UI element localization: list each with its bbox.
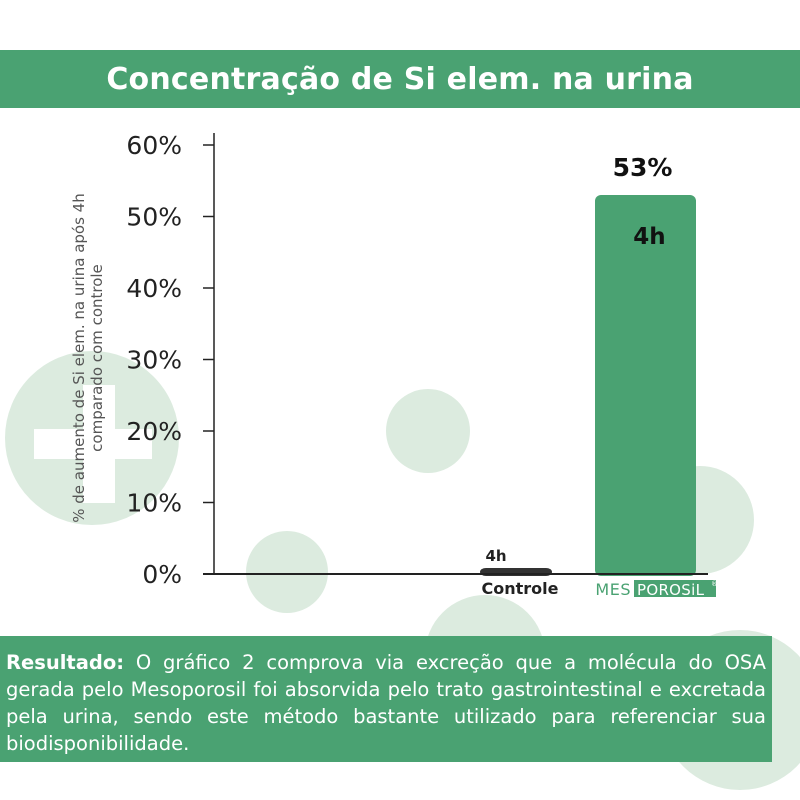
logo-boxed-text: POROSiL [637,581,705,599]
bar-labels: 4h 4h 53% [485,153,672,565]
bar-mesoporosil [595,195,696,577]
deco-circle [386,389,470,473]
chart-title: Concentração de Si elem. na urina [106,61,694,97]
logo-box [634,580,716,597]
y-tick-label: 0% [142,560,182,589]
result-box: Resultado: O gráfico 2 comprova via excr… [0,636,772,762]
bars [480,195,696,577]
y-axis-label-line-1: % de aumento de Si elem. na urina após 4… [70,193,88,523]
logo-prefix: MES [595,580,631,599]
bar-time-label: 4h [633,224,665,250]
y-tick-label: 10% [126,489,182,518]
result-text: O gráfico 2 comprova via excreção que a … [6,651,766,755]
y-axis-label: % de aumento de Si elem. na urina após 4… [70,168,106,548]
bar-value-label: 53% [613,153,673,182]
y-axis-label-line-2: comparado com controle [88,264,106,452]
logo-registered-mark: ® [711,580,718,588]
bar-time-label: 4h [485,547,506,565]
y-axis-ticks: 0% 10% 20% 30% 40% 50% 60% [126,131,214,589]
y-tick-label: 50% [126,203,182,232]
mesoporosil-logo: MES POROSiL ® [595,580,718,599]
y-tick-label: 30% [126,346,182,375]
x-tick-label-controle: Controle [482,579,559,598]
result-label: Resultado: [6,651,125,674]
y-tick-label: 60% [126,131,182,160]
y-tick-label: 40% [126,274,182,303]
chart-title-banner: Concentração de Si elem. na urina [0,50,800,108]
y-tick-label: 20% [126,417,182,446]
deco-plus-vertical [83,385,115,503]
deco-circle [246,531,328,613]
